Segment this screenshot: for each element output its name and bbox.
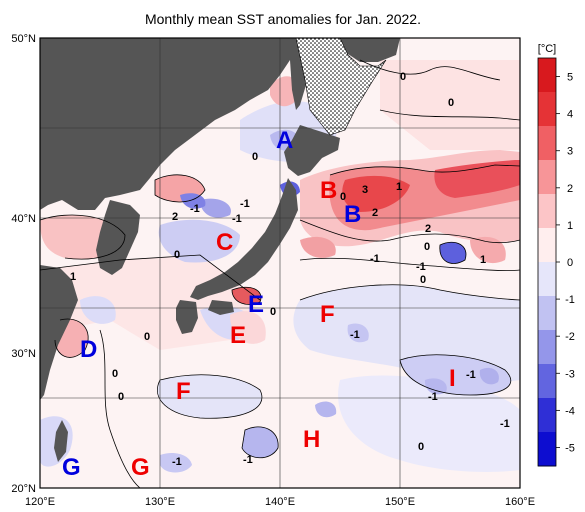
colorbar-cell — [538, 126, 556, 161]
latitude-labels: 50°N 40°N 30°N 20°N — [11, 33, 36, 495]
colorbar-tick-label: 1 — [567, 220, 573, 232]
colorbar-tick-label: -5 — [565, 442, 575, 454]
region-label-f-east: F — [320, 301, 335, 328]
contour-label: -1 — [350, 329, 360, 341]
colorbar-tick-label: -1 — [565, 294, 575, 306]
colorbar-cell — [538, 194, 556, 229]
lon-label-130: 130°E — [145, 496, 175, 508]
colorbar-unit: [°C] — [538, 43, 556, 55]
lon-label-150: 150°E — [385, 496, 415, 508]
contour-label: -1 — [243, 454, 253, 466]
colorbar-tick-label: 2 — [567, 183, 573, 195]
contour-lines — [40, 59, 520, 488]
contour-label: 0 — [118, 391, 124, 403]
region-label-f-west: F — [176, 378, 191, 405]
contour-label: 2 — [425, 223, 431, 235]
region-label-i: I — [449, 365, 456, 392]
contour-label: 0 — [270, 306, 276, 318]
contour-label: 0 — [418, 441, 424, 453]
land — [40, 38, 400, 462]
colorbar-cell — [538, 398, 556, 433]
contour-value-labels: 0 0 2 -1 -1 -1 0 0 1 0 3 1 2 2 0 -1 -1 0… — [70, 71, 510, 468]
region-label-g-red: G — [131, 454, 150, 481]
colorbar-cell — [538, 364, 556, 399]
colorbar-tick-label: -2 — [565, 331, 575, 343]
colorbar-tick-label: 4 — [567, 109, 573, 121]
colorbar-tick-label: 3 — [567, 146, 573, 158]
contour-label: 3 — [362, 184, 368, 196]
contour-label: -1 — [428, 391, 438, 403]
colorbar-tick-label: 0 — [567, 257, 573, 269]
map-frame — [39, 37, 521, 489]
contour-label: 1 — [396, 181, 402, 193]
lat-label-40: 40°N — [11, 213, 36, 225]
contour-label: 0 — [424, 241, 430, 253]
contour-label: 2 — [372, 207, 378, 219]
region-label-c: C — [216, 229, 233, 256]
lat-label-50: 50°N — [11, 33, 36, 45]
colorbar-tick-label: -4 — [565, 405, 575, 417]
contour-label: 0 — [174, 249, 180, 261]
contour-label: -1 — [466, 369, 476, 381]
colorbar-cell — [538, 228, 556, 263]
region-label-a: A — [276, 127, 293, 154]
lat-label-30: 30°N — [11, 348, 36, 360]
contour-label: 0 — [340, 191, 346, 203]
colorbar-cell — [538, 296, 556, 331]
colorbar-tick-label: -3 — [565, 368, 575, 380]
contour-label: 0 — [448, 97, 454, 109]
region-label-b-red: B — [320, 177, 337, 204]
lon-label-160: 160°E — [505, 496, 535, 508]
contour-label: -1 — [416, 261, 426, 273]
contour-label: 0 — [420, 274, 426, 286]
contour-label: -1 — [232, 213, 242, 225]
map-title: Monthly mean SST anomalies for Jan. 2022… — [145, 11, 421, 27]
region-label-h: H — [303, 426, 320, 453]
sea-ice-area — [295, 37, 387, 136]
region-label-d: D — [80, 336, 97, 363]
colorbar-cell — [538, 330, 556, 365]
region-label-e-red: E — [230, 322, 246, 349]
contour-label: 0 — [400, 71, 406, 83]
contour-label: -1 — [370, 253, 380, 265]
contour-label: -1 — [172, 456, 182, 468]
contour-label: 0 — [252, 151, 258, 163]
colorbar-cell — [538, 262, 556, 297]
region-label-b-blue: B — [344, 201, 361, 228]
contour-label: 2 — [172, 211, 178, 223]
contour-label: -1 — [190, 203, 200, 215]
lon-label-120: 120°E — [25, 496, 55, 508]
contour-label: 0 — [144, 331, 150, 343]
contour-label: 1 — [480, 254, 486, 266]
colorbar-cell — [538, 160, 556, 195]
lat-label-20: 20°N — [11, 483, 36, 495]
colorbar: [°C] 5 4 3 2 1 0 -1 -2 -3 -4 -5 — [537, 43, 575, 467]
colorbar-cell — [538, 432, 556, 467]
lon-label-140: 140°E — [265, 496, 295, 508]
region-label-e-blue: E — [248, 291, 264, 318]
colorbar-cell — [538, 92, 556, 127]
contour-label: -1 — [500, 418, 510, 430]
graticule — [40, 38, 520, 488]
region-label-g-blue: G — [62, 454, 81, 481]
colorbar-tick-label: 5 — [567, 72, 573, 84]
colorbar-cell — [538, 58, 556, 93]
longitude-labels: 120°E 130°E 140°E 150°E 160°E — [25, 496, 535, 508]
contour-label: -1 — [240, 198, 250, 210]
contour-label: 1 — [70, 271, 76, 283]
contour-label: 0 — [112, 368, 118, 380]
region-labels: A B B C D E E F F G G H I — [62, 127, 456, 481]
